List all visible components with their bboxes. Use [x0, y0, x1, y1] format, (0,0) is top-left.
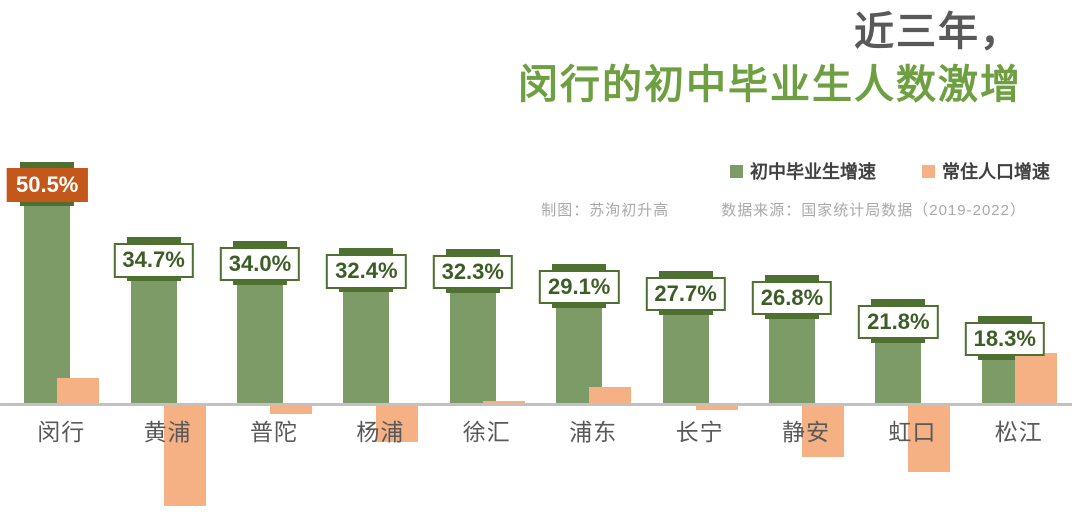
bar-group: 34.0% 普陀 [219, 0, 327, 516]
legend-marker-orange-icon [922, 164, 935, 178]
bar-group: 21.8% 虹口 [858, 0, 965, 516]
population-growth-bar [269, 404, 312, 415]
x-axis-line [0, 403, 1072, 406]
population-growth-bar [376, 404, 419, 443]
legend: 初中毕业生增速 常住人口增速 [730, 158, 1050, 184]
bar-group: 32.4% 杨浦 [326, 0, 433, 516]
title-line-1: 近三年， [854, 10, 1022, 54]
bar-group: 50.5% 闵行 [6, 0, 114, 516]
district-label: 杨浦 [356, 419, 405, 445]
value-label: 21.8% [858, 305, 939, 340]
value-label: 34.0% [219, 246, 301, 281]
legend-marker-green-icon [730, 164, 743, 178]
bar-group: 26.8% 静安 [751, 0, 859, 516]
title-line-2: 闵行的初中毕业生人数激增 [518, 62, 1022, 107]
population-growth-bar [908, 404, 951, 473]
credit-source: 数据来源：国家统计局数据（2019-2022） [721, 202, 1026, 219]
population-growth-bar [163, 404, 206, 507]
district-label: 闵行 [37, 419, 86, 445]
value-label: 18.3% [964, 321, 1045, 356]
value-label: 34.7% [113, 243, 194, 278]
district-label: 浦东 [569, 419, 618, 445]
value-label: 32.3% [432, 254, 513, 290]
district-label: 虹口 [888, 419, 937, 445]
credit-author: 制图：苏洵初升高 [541, 202, 670, 219]
bar-group: 18.3% 松江 [964, 0, 1072, 516]
legend-label-population-growth: 常住人口增速 [942, 162, 1050, 182]
district-label: 徐汇 [462, 419, 511, 445]
population-growth-bar [57, 378, 100, 404]
credits: 制图：苏洵初升高 数据来源：国家统计局数据（2019-2022） [541, 199, 1026, 220]
legend-item-graduate-growth: 初中毕业生增速 [730, 158, 876, 184]
population-growth-bar [695, 404, 738, 411]
district-label: 松江 [994, 419, 1043, 445]
bar-group: 29.1% 浦东 [538, 0, 646, 516]
bar-group: 27.7% 长宁 [645, 0, 752, 516]
population-growth-bar [801, 404, 844, 457]
population-growth-bar [589, 386, 632, 404]
district-label: 黄浦 [143, 419, 192, 445]
legend-label-graduate-growth: 初中毕业生增速 [750, 162, 876, 182]
district-label: 长宁 [675, 419, 724, 445]
value-label: 29.1% [538, 270, 620, 305]
value-label: 50.5% [6, 168, 88, 203]
value-label: 32.4% [326, 254, 407, 289]
district-label: 静安 [781, 419, 830, 445]
value-label: 27.7% [645, 276, 726, 312]
bar-group: 32.3% 徐汇 [432, 0, 540, 516]
district-label: 普陀 [249, 419, 298, 445]
population-growth-bar [1014, 353, 1057, 404]
bar-group: 34.7% 黄浦 [113, 0, 220, 516]
chart-title: 近三年， 闵行的初中毕业生人数激增 [518, 6, 1022, 112]
value-label: 26.8% [751, 281, 833, 316]
legend-item-population-growth: 常住人口增速 [922, 158, 1050, 184]
population-growth-bar [482, 400, 525, 404]
